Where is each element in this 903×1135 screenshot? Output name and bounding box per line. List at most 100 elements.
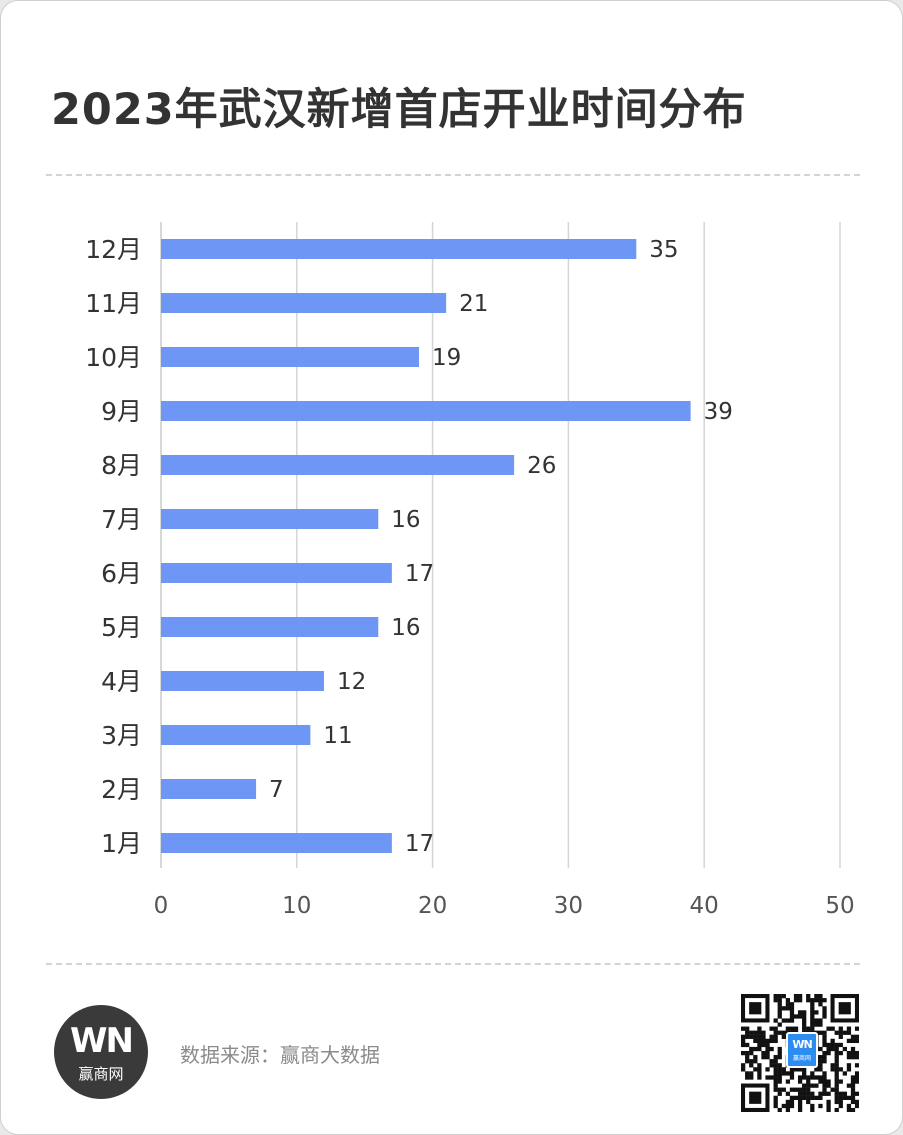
- qr-module: [834, 1095, 839, 1100]
- qr-module: [785, 1006, 791, 1011]
- qr-module: [785, 1107, 791, 1113]
- bottom-divider: [46, 963, 860, 965]
- qr-module: [818, 1046, 823, 1052]
- qr-module: [757, 1046, 762, 1052]
- qr-module: [773, 1067, 778, 1072]
- qr-module: [749, 1002, 762, 1015]
- bar-chart: 0 10 20 30 40 50 12月 35 11月 21 10月 19 9月 39 8月 26 7月 16 6月…: [85, 222, 855, 919]
- qr-module: [846, 1103, 852, 1109]
- qr-module: [789, 1087, 795, 1092]
- qr-module: [846, 1107, 852, 1113]
- qr-module: [773, 1071, 778, 1076]
- qr-module: [834, 1059, 839, 1064]
- qr-module: [749, 1063, 754, 1068]
- qr-module: [802, 1087, 807, 1092]
- qr-module: [814, 1067, 819, 1072]
- qr-module: [753, 1034, 758, 1039]
- qr-module: [810, 1006, 815, 1011]
- qr-module: [854, 1091, 860, 1096]
- qr-module: [781, 1006, 786, 1011]
- qr-module: [806, 994, 811, 999]
- qr-module: [838, 1095, 843, 1100]
- qr-module: [810, 1018, 815, 1023]
- qr-module: [838, 1091, 843, 1096]
- qr-module: [773, 1087, 778, 1092]
- qr-module: [745, 1055, 750, 1060]
- qr-module: [834, 1087, 839, 1092]
- qr-module: [785, 1026, 791, 1031]
- qr-module: [818, 1059, 823, 1064]
- qr-module: [826, 1050, 831, 1056]
- data-label: 16: [391, 615, 420, 641]
- qr-module: [810, 1022, 815, 1027]
- qr-module: [745, 1042, 750, 1048]
- qr-module: [781, 1018, 786, 1023]
- qr-module: [822, 1087, 827, 1092]
- qr-module: [773, 1038, 778, 1044]
- qr-center-logo: WN 赢商网: [786, 1032, 818, 1068]
- qr-module: [810, 1091, 815, 1096]
- category-label: 4月: [101, 667, 142, 696]
- qr-module: [757, 1038, 762, 1044]
- qr-module: [818, 1091, 823, 1096]
- category-label: 1月: [101, 829, 142, 858]
- qr-module: [802, 1091, 807, 1096]
- qr-module: [850, 1055, 856, 1060]
- qr-module: [773, 1075, 778, 1080]
- qr-module: [781, 1067, 786, 1072]
- qr-module: [854, 1050, 860, 1056]
- qr-module: [741, 1050, 746, 1056]
- qr-module: [789, 1002, 795, 1007]
- qr-module: [854, 1034, 860, 1039]
- qr-code-icon: WN 赢商网: [741, 994, 860, 1113]
- bar: [161, 833, 392, 853]
- category-label: 11月: [85, 289, 142, 318]
- x-tick-label: 30: [554, 893, 583, 919]
- qr-module: [797, 994, 803, 999]
- qr-module: [777, 1006, 782, 1011]
- qr-module: [789, 1018, 795, 1023]
- qr-module: [797, 1103, 803, 1109]
- qr-module: [781, 1087, 786, 1092]
- qr-module: [777, 1067, 782, 1072]
- qr-module: [777, 1107, 782, 1113]
- qr-module: [757, 1063, 762, 1068]
- qr-module: [793, 994, 799, 999]
- qr-module: [777, 1002, 782, 1007]
- qr-module: [741, 1034, 746, 1039]
- category-label: 5月: [101, 613, 142, 642]
- qr-module: [781, 1103, 786, 1109]
- qr-module: [777, 1063, 782, 1068]
- qr-module: [814, 1018, 819, 1023]
- qr-module: [777, 1075, 782, 1080]
- qr-module: [810, 1107, 815, 1113]
- qr-module: [777, 1022, 782, 1027]
- qr-module: [838, 1042, 843, 1048]
- qr-module: [789, 1014, 795, 1019]
- qr-module: [765, 1067, 770, 1072]
- bar: [161, 779, 257, 799]
- qr-module: [777, 1055, 782, 1060]
- qr-module: [789, 1026, 795, 1031]
- qr-module: [802, 1067, 807, 1072]
- qr-module: [773, 1030, 778, 1035]
- qr-module: [769, 1026, 774, 1031]
- qr-module: [753, 1030, 758, 1035]
- qr-module: [757, 1071, 762, 1076]
- qr-module: [850, 1050, 856, 1056]
- qr-module: [773, 1063, 778, 1068]
- qr-module: [797, 1075, 803, 1080]
- qr-module: [785, 1071, 791, 1076]
- qr-module: [765, 1075, 770, 1080]
- qr-module: [834, 1055, 839, 1060]
- qr-module: [777, 1091, 782, 1096]
- qr-module: [846, 1063, 852, 1068]
- qr-module: [818, 1079, 823, 1084]
- qr-module: [814, 1075, 819, 1080]
- qr-module: [806, 998, 811, 1003]
- qr-module: [769, 1034, 774, 1039]
- qr-module: [789, 1010, 795, 1015]
- qr-module: [850, 1083, 856, 1088]
- qr-module: [850, 1095, 856, 1100]
- qr-module: [806, 1026, 811, 1031]
